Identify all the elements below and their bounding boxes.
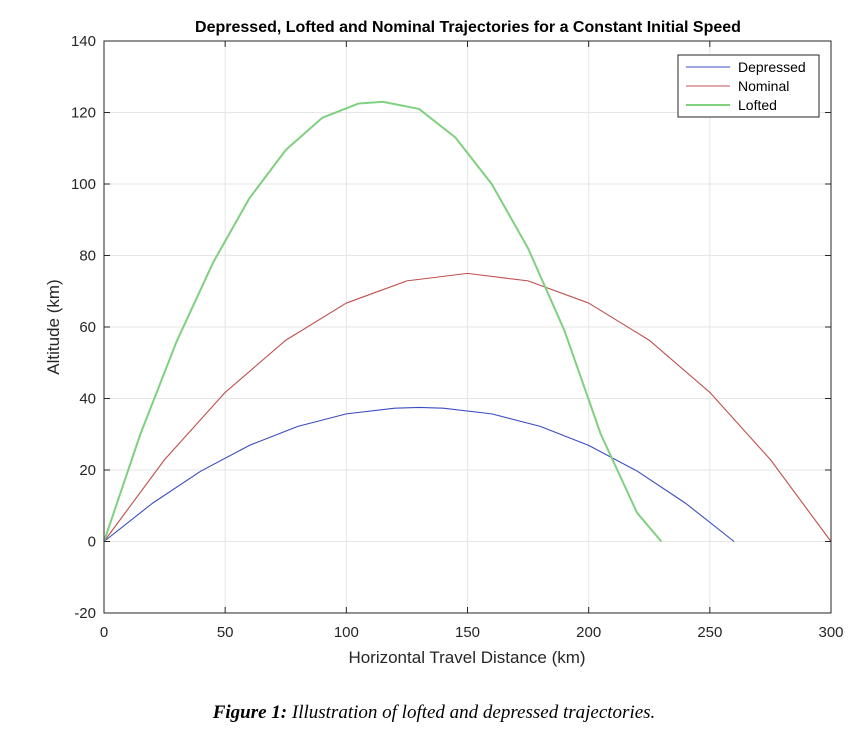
y-tick-label: 100	[71, 176, 96, 193]
legend: Depressed Nominal Lofted	[677, 54, 820, 118]
x-tick-label: 150	[455, 624, 480, 641]
y-tick-label: 40	[79, 391, 96, 408]
caption-text: Illustration of lofted and depressed tra…	[287, 702, 656, 723]
legend-label-nominal: Nominal	[738, 78, 789, 94]
series-layer	[103, 100, 832, 543]
series-line-lofted	[103, 100, 663, 543]
x-tick-label: 100	[334, 624, 359, 641]
legend-label-depressed: Depressed	[738, 59, 806, 75]
caption-lead: Figure 1:	[212, 702, 288, 723]
trajectory-chart: 0 50 100 150 200 250 300-20020406080100120140 …	[44, 19, 844, 667]
x-tick-label: 0	[100, 624, 108, 641]
y-axis-label: Altitude (km)	[44, 279, 63, 374]
x-tick-label: 300	[818, 624, 843, 641]
y-tick-label: 60	[79, 319, 96, 336]
x-tick-label: 250	[697, 624, 722, 641]
series-line-depressed	[103, 406, 735, 542]
y-tick-label: 0	[88, 534, 96, 551]
series-line-nominal	[103, 272, 832, 542]
x-axis-label: Horizontal Travel Distance (km)	[348, 648, 585, 667]
y-tick-label: 140	[71, 33, 96, 50]
y-tick-label: -20	[74, 605, 96, 622]
y-tick-label: 120	[71, 105, 96, 122]
x-tick-label: 50	[217, 624, 234, 641]
legend-label-lofted: Lofted	[738, 97, 777, 113]
chart-title: Depressed, Lofted and Nominal Trajectori…	[195, 19, 741, 36]
y-tick-label: 20	[79, 462, 96, 479]
figure-caption: Figure 1: Illustration of lofted and dep…	[0, 702, 868, 724]
y-tick-label: 80	[79, 248, 96, 265]
x-tick-label: 200	[576, 624, 601, 641]
